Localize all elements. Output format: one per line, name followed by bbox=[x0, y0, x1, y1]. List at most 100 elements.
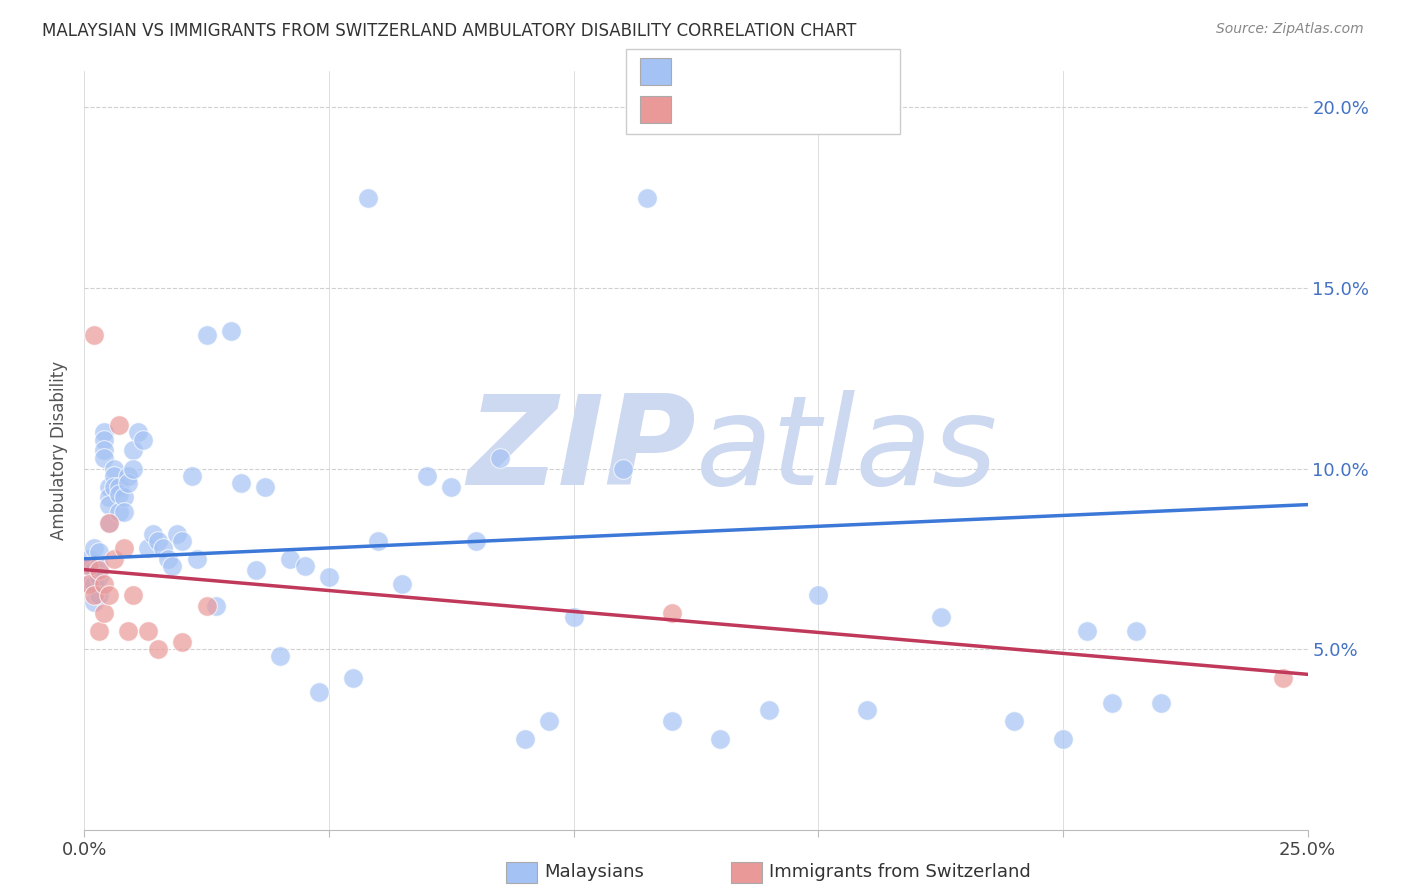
Text: -0.255: -0.255 bbox=[713, 101, 778, 119]
Point bbox=[1125, 624, 1147, 638]
Point bbox=[77, 559, 100, 574]
Point bbox=[612, 461, 634, 475]
Point bbox=[132, 433, 155, 447]
Point bbox=[269, 649, 291, 664]
Text: atlas: atlas bbox=[696, 390, 998, 511]
Point bbox=[77, 559, 100, 574]
Text: Source: ZipAtlas.com: Source: ZipAtlas.com bbox=[1216, 22, 1364, 37]
Point bbox=[136, 541, 159, 555]
Text: ZIP: ZIP bbox=[467, 390, 696, 511]
Point bbox=[87, 563, 110, 577]
Point bbox=[758, 703, 780, 717]
Text: 21: 21 bbox=[815, 101, 841, 119]
Point bbox=[229, 475, 252, 490]
Point bbox=[929, 609, 952, 624]
Point bbox=[440, 479, 463, 493]
Point bbox=[294, 559, 316, 574]
Point bbox=[97, 516, 120, 530]
Point bbox=[1150, 696, 1173, 710]
Point bbox=[87, 559, 110, 574]
Point bbox=[107, 487, 129, 501]
Point bbox=[83, 577, 105, 591]
Point bbox=[636, 191, 658, 205]
Text: Malaysians: Malaysians bbox=[544, 863, 644, 881]
Point bbox=[97, 516, 120, 530]
Point bbox=[93, 425, 115, 440]
Text: R =: R = bbox=[678, 62, 717, 80]
Point bbox=[127, 425, 149, 440]
Point bbox=[661, 714, 683, 729]
Text: 79: 79 bbox=[815, 62, 841, 80]
Point bbox=[709, 732, 731, 747]
Point bbox=[87, 544, 110, 558]
Point bbox=[152, 541, 174, 555]
Point bbox=[367, 533, 389, 548]
Point bbox=[107, 479, 129, 493]
Point bbox=[93, 577, 115, 591]
Point bbox=[112, 491, 135, 505]
Point bbox=[172, 635, 194, 649]
Text: Immigrants from Switzerland: Immigrants from Switzerland bbox=[769, 863, 1031, 881]
Point bbox=[562, 609, 585, 624]
Point bbox=[93, 433, 115, 447]
Point bbox=[87, 588, 110, 602]
Point bbox=[464, 533, 486, 548]
Point bbox=[195, 599, 218, 613]
Point bbox=[186, 551, 208, 566]
Point bbox=[1101, 696, 1123, 710]
Point bbox=[146, 642, 169, 657]
Point bbox=[83, 595, 105, 609]
Point bbox=[166, 526, 188, 541]
Point bbox=[122, 588, 145, 602]
Point bbox=[1052, 732, 1074, 747]
Point bbox=[122, 461, 145, 475]
Point bbox=[103, 479, 125, 493]
Point bbox=[87, 570, 110, 584]
Point bbox=[245, 563, 267, 577]
Point bbox=[205, 599, 228, 613]
Text: N =: N = bbox=[783, 62, 823, 80]
Point bbox=[807, 588, 830, 602]
Point bbox=[103, 461, 125, 475]
Text: N =: N = bbox=[783, 101, 823, 119]
Point bbox=[97, 498, 120, 512]
Point bbox=[117, 475, 139, 490]
Point bbox=[107, 505, 129, 519]
Point bbox=[254, 479, 277, 493]
Point bbox=[122, 443, 145, 458]
Point bbox=[195, 327, 218, 342]
Point bbox=[87, 624, 110, 638]
Text: R =: R = bbox=[678, 101, 717, 119]
Point bbox=[342, 671, 364, 685]
Point bbox=[318, 570, 340, 584]
Point bbox=[83, 563, 105, 577]
Point bbox=[77, 577, 100, 591]
Text: 0.071: 0.071 bbox=[713, 62, 776, 80]
Point bbox=[83, 327, 105, 342]
Point bbox=[83, 541, 105, 555]
Point bbox=[77, 577, 100, 591]
Point bbox=[103, 551, 125, 566]
Point bbox=[172, 533, 194, 548]
Point bbox=[97, 491, 120, 505]
Point bbox=[97, 588, 120, 602]
Point bbox=[162, 559, 184, 574]
Point bbox=[107, 418, 129, 433]
Point bbox=[181, 468, 204, 483]
Point bbox=[416, 468, 439, 483]
Point bbox=[308, 685, 330, 699]
Point bbox=[77, 551, 100, 566]
Point bbox=[136, 624, 159, 638]
Point bbox=[1002, 714, 1025, 729]
Point bbox=[538, 714, 561, 729]
Point bbox=[357, 191, 380, 205]
Point bbox=[146, 533, 169, 548]
Point bbox=[1272, 671, 1295, 685]
Point bbox=[391, 577, 413, 591]
Point bbox=[93, 450, 115, 465]
Point bbox=[117, 468, 139, 483]
Point bbox=[856, 703, 879, 717]
Point bbox=[489, 450, 512, 465]
Point bbox=[117, 624, 139, 638]
Point bbox=[83, 588, 105, 602]
